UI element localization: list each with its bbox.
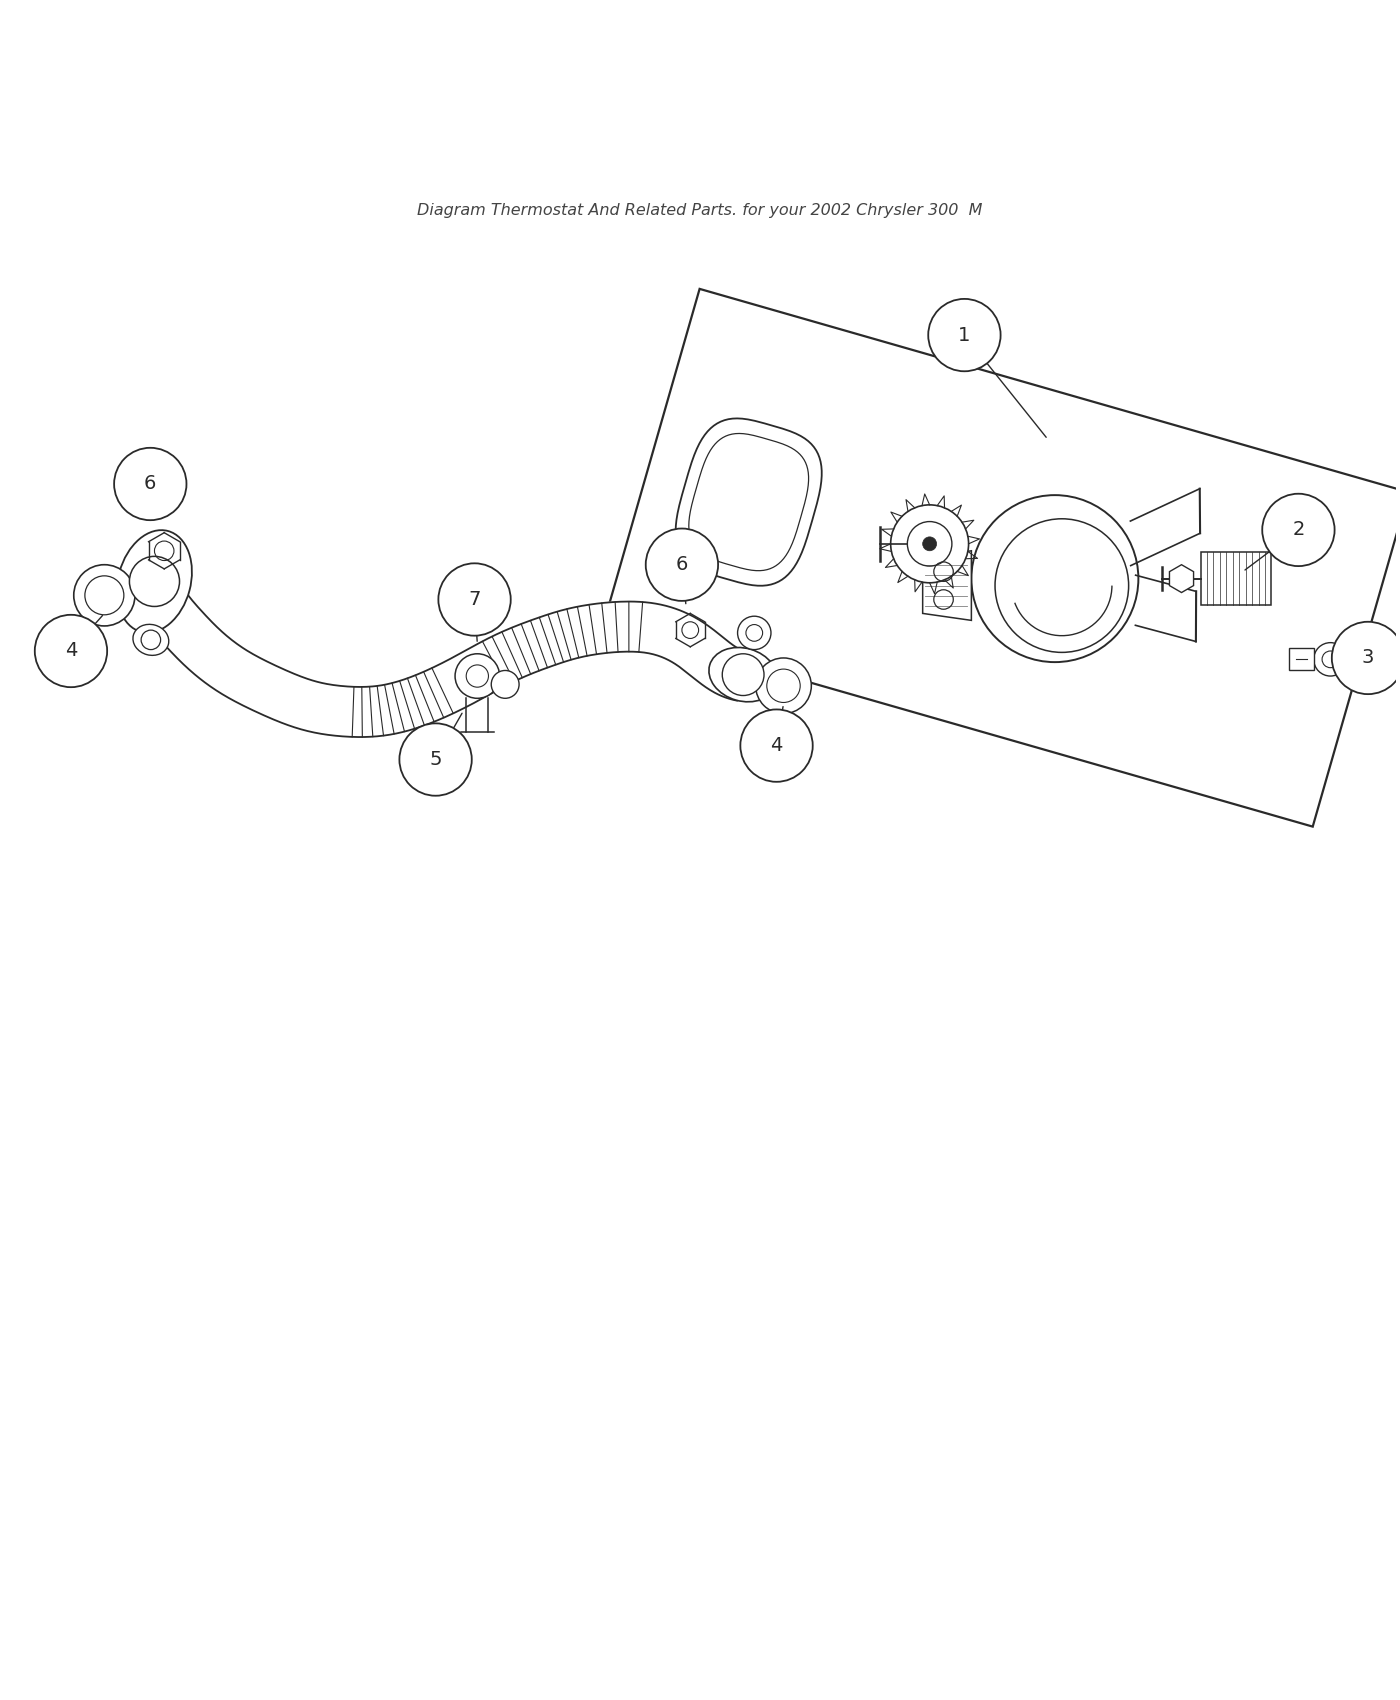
Polygon shape <box>603 289 1400 826</box>
Circle shape <box>74 564 134 626</box>
Circle shape <box>890 505 969 583</box>
Circle shape <box>907 522 952 566</box>
Text: 5: 5 <box>430 750 442 768</box>
Circle shape <box>767 670 801 702</box>
Circle shape <box>129 556 179 607</box>
Text: 6: 6 <box>144 474 157 493</box>
Polygon shape <box>923 551 972 620</box>
Text: Diagram Thermostat And Related Parts. for your 2002 Chrysler 300  M: Diagram Thermostat And Related Parts. fo… <box>417 202 983 218</box>
Text: 2: 2 <box>1292 520 1305 539</box>
Polygon shape <box>134 581 746 738</box>
Text: 4: 4 <box>770 736 783 755</box>
Circle shape <box>115 447 186 520</box>
Text: 6: 6 <box>676 556 687 575</box>
Ellipse shape <box>118 530 192 632</box>
Circle shape <box>741 709 813 782</box>
Circle shape <box>399 724 472 796</box>
Circle shape <box>645 529 718 600</box>
Circle shape <box>455 654 500 699</box>
Text: 1: 1 <box>958 326 970 345</box>
Ellipse shape <box>133 624 169 656</box>
Circle shape <box>923 537 937 551</box>
Circle shape <box>85 576 123 615</box>
Ellipse shape <box>708 648 777 702</box>
Circle shape <box>722 654 764 695</box>
FancyBboxPatch shape <box>1288 648 1313 670</box>
Text: 7: 7 <box>469 590 480 609</box>
Polygon shape <box>1169 564 1194 593</box>
Circle shape <box>1263 493 1334 566</box>
Circle shape <box>438 563 511 636</box>
Circle shape <box>1313 643 1347 677</box>
Circle shape <box>995 518 1128 653</box>
Circle shape <box>972 495 1138 661</box>
Circle shape <box>1322 651 1338 668</box>
Circle shape <box>738 615 771 649</box>
Circle shape <box>928 299 1001 371</box>
Text: 4: 4 <box>64 641 77 661</box>
FancyBboxPatch shape <box>1201 552 1271 605</box>
Circle shape <box>491 670 519 699</box>
Circle shape <box>35 615 108 687</box>
Circle shape <box>1331 622 1400 694</box>
Text: 3: 3 <box>1362 648 1375 668</box>
Circle shape <box>756 658 812 714</box>
